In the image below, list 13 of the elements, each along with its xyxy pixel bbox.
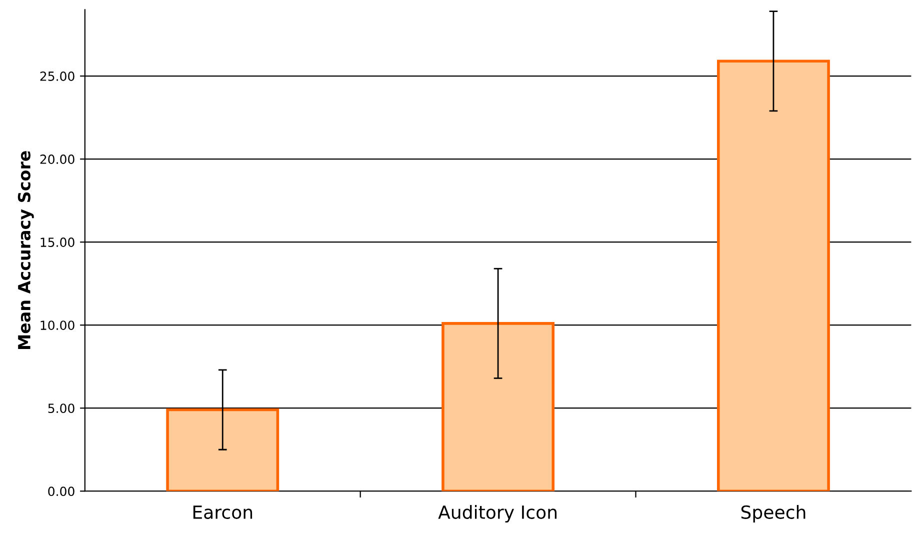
- x-tick-label: Speech: [741, 505, 806, 522]
- bar: [716, 60, 830, 492]
- bar: [166, 408, 280, 492]
- y-tick-label: 15.00: [40, 238, 74, 248]
- bar: [442, 322, 555, 492]
- y-tick-label: 0.00: [48, 486, 74, 496]
- x-tick-label: Auditory Icon: [438, 505, 556, 522]
- y-axis-title: Mean Accuracy Score: [18, 151, 34, 349]
- x-tick-label: Earcon: [193, 506, 252, 519]
- y-tick-label: 5.00: [48, 404, 74, 414]
- y-tick-label: 25.00: [40, 72, 74, 81]
- y-tick-label: 10.00: [40, 320, 74, 330]
- y-tick-label: 20.00: [40, 154, 74, 164]
